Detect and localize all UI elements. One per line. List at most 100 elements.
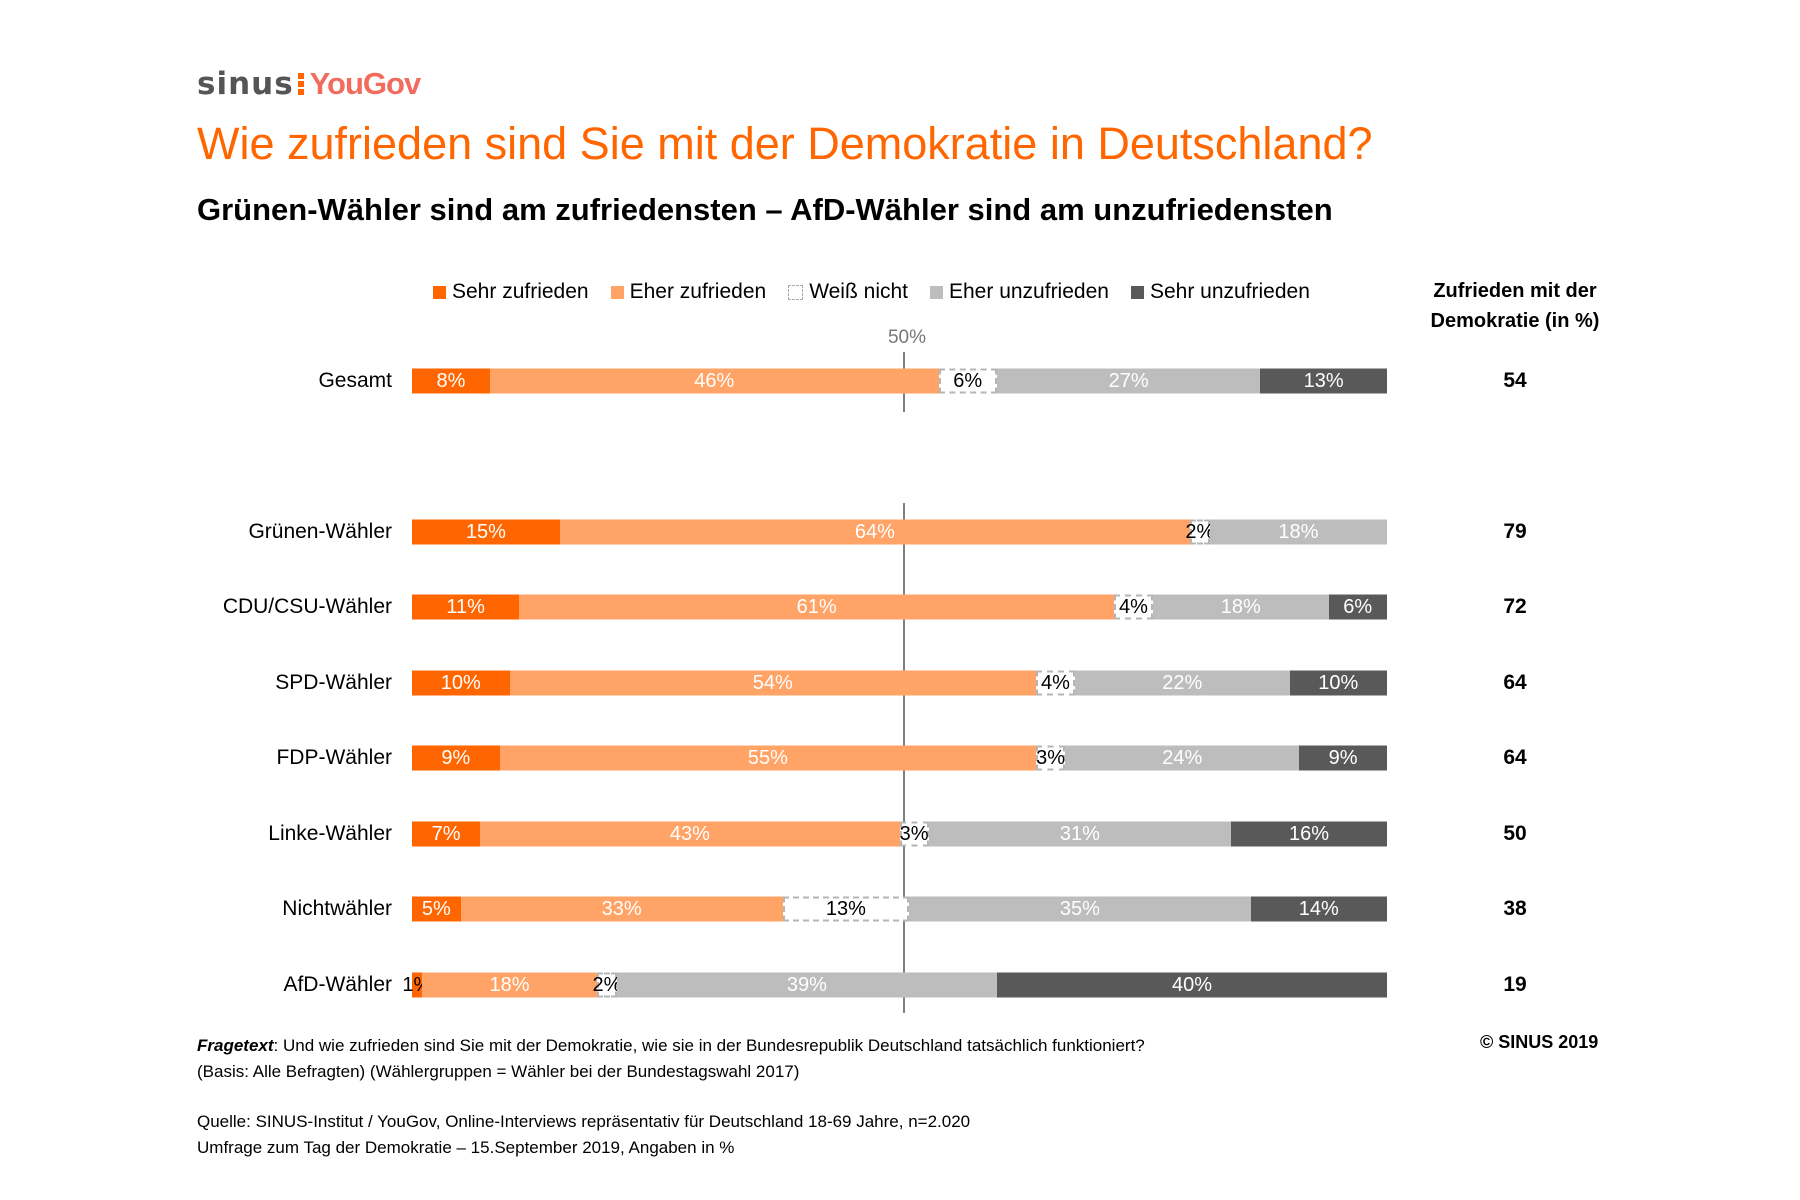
data-label: 6%: [1343, 595, 1373, 618]
data-label: 15%: [465, 520, 506, 543]
bar-segment: [499, 745, 1036, 771]
data-label: 40%: [1171, 973, 1213, 996]
bar-segment: [460, 896, 783, 922]
data-label: 39%: [786, 973, 827, 996]
data-label: 7%: [431, 822, 461, 845]
data-label: 33%: [601, 897, 642, 920]
data-label: 43%: [669, 822, 710, 845]
data-label: 14%: [1298, 897, 1339, 920]
row-label: Nichtwähler: [282, 897, 392, 920]
data-label: 31%: [1059, 822, 1100, 845]
satisfied-header-line2: Demokratie (in %): [1430, 310, 1600, 332]
satisfied-total: 50: [1503, 822, 1527, 845]
legend-swatch-icon: [1130, 285, 1144, 299]
page-title: Wie zufrieden sind Sie mit der Demokrati…: [197, 118, 1373, 169]
bar-segment: [1209, 519, 1387, 545]
data-label: 13%: [825, 897, 866, 920]
bar-segment: [412, 519, 560, 545]
data-label: 6%: [953, 369, 983, 392]
bar-segment: [559, 519, 1191, 545]
legend-item: Sehr zufrieden: [433, 280, 589, 304]
data-label: 46%: [694, 369, 735, 392]
bar-segment: [412, 896, 461, 922]
bar-segment: [412, 594, 520, 620]
satisfied-header-line1: Zufrieden mit der: [1433, 280, 1597, 302]
bar-segment: [412, 972, 422, 998]
data-label: 18%: [489, 973, 530, 996]
legend-swatch-icon: [433, 285, 446, 299]
stacked-bar: 15% 64% 2% 18%: [412, 519, 1387, 545]
footer-quelle: Quelle: SINUS-Institut / YouGov, Online-…: [197, 1112, 971, 1131]
legend-swatch-icon: [788, 284, 804, 300]
bar-segment: [997, 368, 1261, 394]
page-subtitle: Grünen-Wähler sind am zufriedensten – Af…: [197, 192, 1333, 227]
data-label: 10%: [1318, 671, 1359, 694]
logo-yougov: YouGov: [309, 66, 422, 101]
bar-segment: [1231, 821, 1387, 847]
data-label: 61%: [796, 595, 837, 618]
legend-label: Sehr unzufrieden: [1149, 280, 1310, 303]
data-label: 4%: [1119, 595, 1148, 618]
fragetext-text: : Und wie zufrieden sind Sie mit der Dem…: [273, 1036, 1145, 1055]
bar-segment: [412, 745, 500, 771]
data-label: 27%: [1108, 369, 1149, 392]
footer-basis: (Basis: Alle Befragten) (Wählergruppen =…: [197, 1062, 800, 1081]
fragetext-label: Fragetext: [197, 1036, 274, 1055]
data-label: 4%: [1041, 671, 1070, 694]
logo-separator-icon: [297, 73, 304, 95]
row-label: FDP-Wähler: [276, 746, 392, 769]
data-label: 3%: [1036, 746, 1066, 769]
data-label: 5%: [421, 897, 451, 920]
bar-segment: [412, 821, 481, 847]
bar-segment: [412, 670, 510, 696]
data-label: 64%: [854, 520, 895, 543]
stacked-bar: 1% 18% 2% 39% 40%: [402, 972, 1387, 998]
bar-segment: [412, 368, 490, 394]
satisfied-total: 54: [1503, 369, 1527, 392]
legend-item: Weiß nicht: [788, 280, 908, 304]
satisfied-total: 64: [1503, 671, 1527, 694]
row-label: AfD-Wähler: [283, 973, 392, 996]
data-label: 54%: [752, 671, 793, 694]
legend-label: Eher zufrieden: [629, 280, 767, 303]
copyright: © SINUS 2019: [1480, 1032, 1599, 1052]
data-label: 8%: [436, 369, 466, 392]
data-label: 2%: [592, 973, 622, 996]
logo-sinus: sinus: [197, 66, 294, 102]
legend-swatch-icon: [930, 285, 943, 299]
bar-segment: [597, 972, 617, 998]
bar-segment: [480, 821, 900, 847]
data-label: 35%: [1059, 897, 1100, 920]
bar-segment: [899, 821, 929, 847]
bar-segment: [782, 896, 910, 922]
row-label: Grünen-Wähler: [248, 520, 392, 543]
legend-item: Eher unzufrieden: [930, 280, 1109, 304]
stacked-bar: 10% 54% 4% 22% 10%: [412, 670, 1387, 696]
bar-segment: [1065, 745, 1300, 771]
satisfied-total: 19: [1503, 973, 1527, 996]
row-label: SPD-Wähler: [275, 671, 392, 694]
bar-segment: [421, 972, 598, 998]
legend-label: Sehr zufrieden: [452, 280, 589, 303]
bar-segment: [1075, 670, 1290, 696]
legend: Sehr zufrieden Eher zufrieden Weiß nicht Eh…: [433, 280, 1310, 304]
bar-segment: [1299, 745, 1387, 771]
fifty-percent-label: 50%: [887, 327, 927, 348]
footer-fragetext: Fragetext: Und wie zufrieden sind Sie mi…: [197, 1036, 1145, 1056]
sinus-yougov-logo: sinus YouGov: [197, 66, 422, 102]
satisfied-total: 72: [1503, 595, 1527, 618]
data-label: 22%: [1162, 671, 1203, 694]
bar-segment: [1036, 745, 1066, 771]
bar-segment: [1260, 368, 1387, 394]
row-label: Gesamt: [318, 369, 392, 392]
bar-segment: [509, 670, 1036, 696]
legend-label: Eher unzufrieden: [949, 280, 1109, 303]
satisfied-column-header: Zufrieden mit der Demokratie (in %): [1400, 276, 1630, 336]
legend-item: Sehr unzufrieden: [1130, 280, 1310, 304]
data-label: 11%: [446, 595, 485, 618]
data-label: 18%: [1278, 520, 1319, 543]
data-label: 2%: [1185, 520, 1215, 543]
bar-segment: [928, 821, 1231, 847]
data-label: 24%: [1162, 746, 1203, 769]
legend-swatch-icon: [610, 285, 624, 299]
